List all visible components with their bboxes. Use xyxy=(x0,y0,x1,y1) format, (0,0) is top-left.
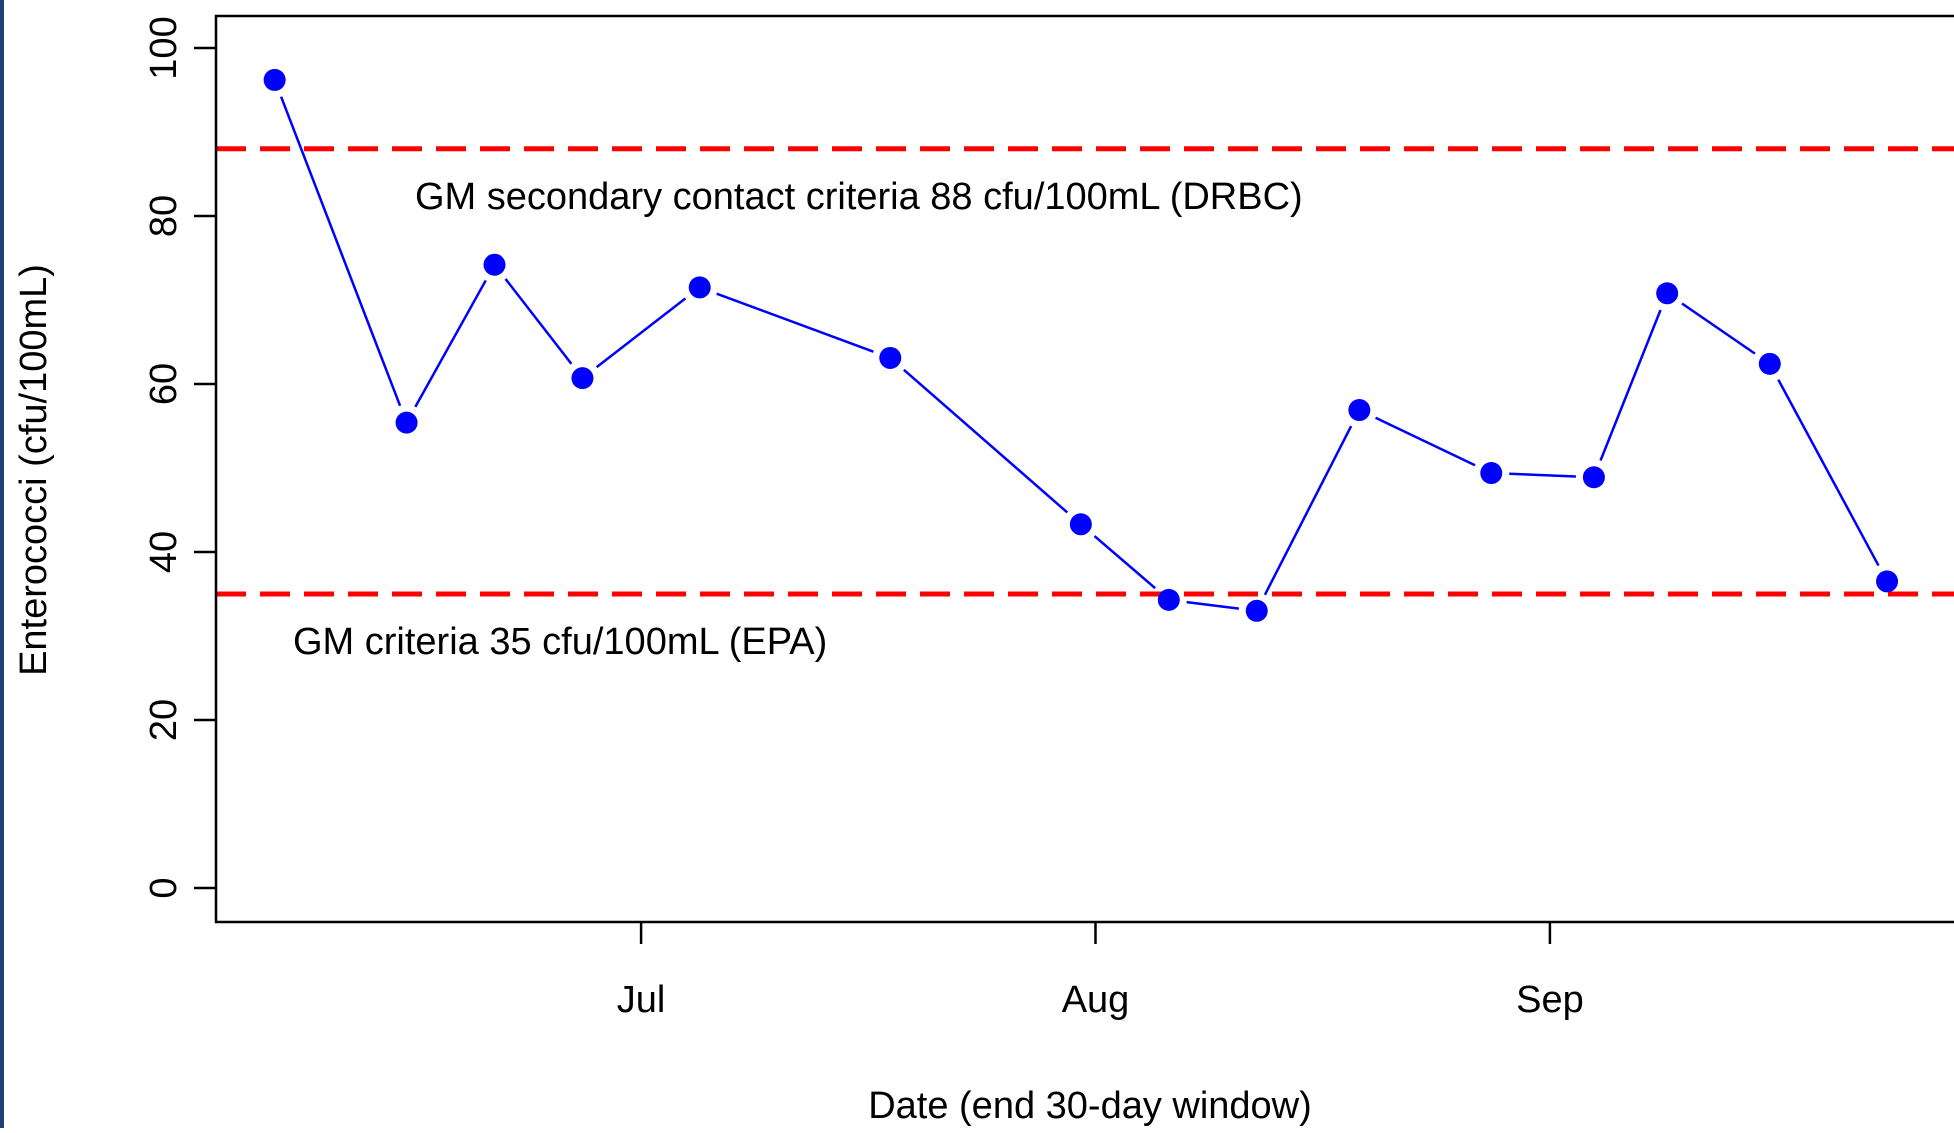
x-axis-title: Date (end 30-day window) xyxy=(868,1085,1312,1127)
series-line-segment xyxy=(1509,472,1576,478)
y-tick-label: 20 xyxy=(143,699,185,741)
axes: 0 20 40 60 80 100 Jul Aug Sep xyxy=(143,14,1954,1021)
data-point xyxy=(1157,588,1180,611)
data-point xyxy=(483,253,506,276)
data-point xyxy=(1245,599,1268,622)
plot-frame xyxy=(214,14,1954,924)
series-line-segment xyxy=(279,96,402,407)
data-point xyxy=(1876,570,1899,593)
y-tick-label: 0 xyxy=(143,877,185,898)
y-tick-label: 80 xyxy=(143,195,185,237)
series-line-segment xyxy=(1777,379,1880,567)
series-line-segment xyxy=(1093,535,1156,590)
data-point xyxy=(1656,282,1679,305)
series-line-segment xyxy=(1186,600,1240,610)
series-line-segment xyxy=(504,278,573,365)
data-point xyxy=(395,411,418,434)
x-tick-label: Sep xyxy=(1516,979,1584,1021)
x-tick-label: Aug xyxy=(1062,979,1130,1021)
data-point xyxy=(1758,352,1781,375)
y-tick-label: 60 xyxy=(143,363,185,405)
series-line-segment xyxy=(414,279,487,408)
y-tick-label: 40 xyxy=(143,531,185,573)
series-line-segment xyxy=(595,297,687,369)
y-tick-label: 100 xyxy=(143,16,185,79)
series-line-segment xyxy=(1375,416,1476,467)
reference-line-label: GM secondary contact criteria 88 cfu/100… xyxy=(415,176,1303,218)
data-point xyxy=(879,346,902,369)
data-point xyxy=(263,68,286,91)
y-axis-title: Enterococci (cfu/100mL) xyxy=(13,264,55,676)
plot-area: GM secondary contact criteria 88 cfu/100… xyxy=(216,68,1954,663)
series-line-segment xyxy=(1599,309,1662,461)
frame-left-border xyxy=(0,0,4,1128)
data-point xyxy=(1069,513,1092,536)
data-point xyxy=(1348,399,1371,422)
x-tick-label: Jul xyxy=(617,979,666,1021)
series-line-segment xyxy=(716,292,874,353)
data-point xyxy=(688,276,711,299)
reference-line-label: GM criteria 35 cfu/100mL (EPA) xyxy=(293,621,827,663)
series-line-segment xyxy=(1681,302,1756,355)
data-point xyxy=(571,367,594,390)
series-line-segment xyxy=(1263,425,1353,596)
data-point xyxy=(1582,466,1605,489)
data-point xyxy=(1480,462,1503,485)
series-line-segment xyxy=(903,368,1069,514)
